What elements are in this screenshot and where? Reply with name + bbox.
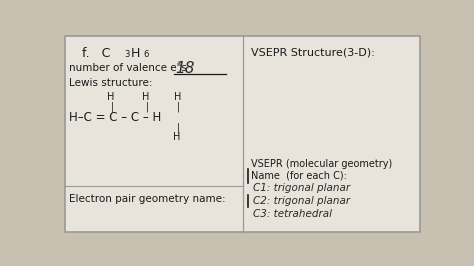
Text: H: H bbox=[107, 92, 115, 102]
Text: |: | bbox=[145, 101, 148, 112]
Text: Name  (for each C):: Name (for each C): bbox=[251, 171, 347, 181]
Text: C1: trigonal planar: C1: trigonal planar bbox=[253, 183, 350, 193]
Text: |: | bbox=[110, 101, 114, 112]
Text: 3: 3 bbox=[124, 50, 130, 59]
Text: 18: 18 bbox=[175, 61, 195, 76]
Text: VSEPR Structure(3-D):: VSEPR Structure(3-D): bbox=[251, 47, 375, 57]
Text: |: | bbox=[177, 101, 180, 112]
Text: H–C = C – C – H: H–C = C – C – H bbox=[69, 111, 161, 124]
Text: Electron pair geometry name:: Electron pair geometry name: bbox=[69, 194, 225, 203]
Text: 6: 6 bbox=[143, 50, 148, 59]
Text: C2: trigonal planar: C2: trigonal planar bbox=[253, 196, 350, 206]
Text: C3: tetrahedral: C3: tetrahedral bbox=[253, 209, 332, 219]
Text: VSEPR (molecular geometry): VSEPR (molecular geometry) bbox=[251, 159, 392, 169]
Text: f.   C: f. C bbox=[82, 47, 111, 60]
Text: Lewis structure:: Lewis structure: bbox=[69, 78, 152, 88]
Text: number of valence e"s: number of valence e"s bbox=[69, 63, 186, 73]
Text: H: H bbox=[174, 92, 182, 102]
Text: H: H bbox=[173, 132, 181, 142]
Text: |: | bbox=[177, 123, 180, 133]
Text: H: H bbox=[130, 47, 140, 60]
Text: H: H bbox=[142, 92, 150, 102]
